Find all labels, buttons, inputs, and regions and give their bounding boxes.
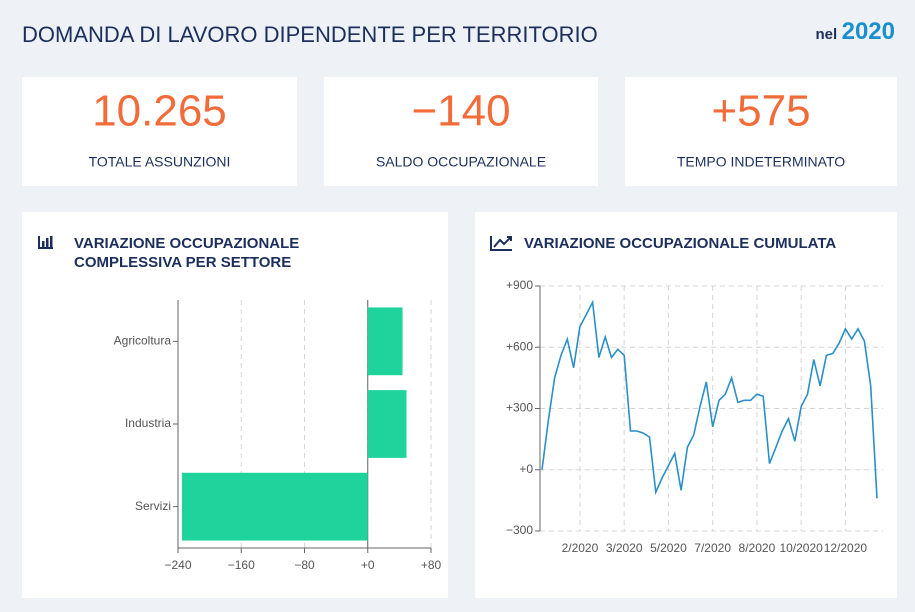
x-tick-label: −80 <box>294 558 315 572</box>
kpi-value: 10.265 <box>92 87 227 136</box>
year: 2020 <box>841 18 895 45</box>
x-tick-label: +0 <box>361 558 375 572</box>
chart-title: VARIAZIONE OCCUPAZIONALE CUMULATA <box>524 235 837 252</box>
kpi-value: −140 <box>411 87 510 136</box>
y-tick-label: +300 <box>506 401 533 415</box>
kpi-card <box>625 77 897 186</box>
x-tick-label: −240 <box>164 558 191 572</box>
trend-icon <box>490 236 512 251</box>
y-tick-label: Agricoltura <box>114 334 172 348</box>
chart-title: VARIAZIONE OCCUPAZIONALE COMPLESSIVA PER… <box>74 235 300 271</box>
x-tick-label: 3/2020 <box>606 541 643 555</box>
x-tick-label: +80 <box>421 558 442 572</box>
y-tick-label: −300 <box>506 523 533 537</box>
y-tick-label: Servizi <box>135 499 171 513</box>
bar-icon <box>38 236 53 249</box>
kpi-label: SALDO OCCUPAZIONALE <box>376 154 546 170</box>
y-tick-label: +900 <box>506 278 533 292</box>
kpi-label: TOTALE ASSUNZIONI <box>89 154 231 170</box>
y-tick-label: +0 <box>519 462 533 476</box>
kpi-label: TEMPO INDETERMINATO <box>677 154 845 170</box>
x-tick-label: 5/2020 <box>650 541 687 555</box>
x-tick-label: −160 <box>228 558 255 572</box>
kpis: 10.265 TOTALE ASSUNZIONI −140 SALDO OCCUPAZ… <box>89 87 846 170</box>
kpi-card <box>22 77 297 186</box>
x-tick-label: 12/2020 <box>824 541 868 555</box>
x-tick-label: 8/2020 <box>739 541 776 555</box>
chart-card <box>475 212 897 598</box>
bar <box>367 390 407 458</box>
bar-chart: −240 −160 −80 +0 +80 Agricoltura Industria Serv… <box>114 300 442 572</box>
line <box>541 299 878 499</box>
y-tick-label: +600 <box>506 339 533 353</box>
bar <box>181 472 368 541</box>
bar <box>367 307 403 376</box>
x-tick-label: 10/2020 <box>779 541 823 555</box>
kpi-value: +575 <box>711 87 810 136</box>
line-chart: +900 +600 +300 +0 −300 2/2020 3/2020 5/2020 7/20… <box>506 278 883 555</box>
y-tick-label: Industria <box>125 416 171 430</box>
x-tick-label: 7/2020 <box>694 541 731 555</box>
year-box: nel 2020 <box>815 18 895 46</box>
page-title: DOMANDA DI LAVORO DIPENDENTE PER TERRITO… <box>22 22 598 47</box>
year-prefix: nel <box>815 26 838 43</box>
kpi-card <box>324 77 598 186</box>
x-tick-label: 2/2020 <box>562 541 599 555</box>
